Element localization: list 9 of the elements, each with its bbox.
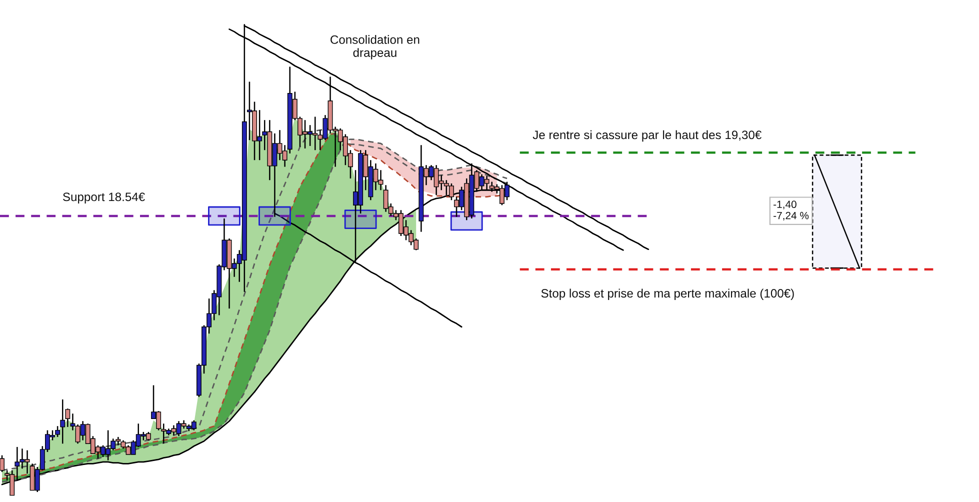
candlestick [0,454,4,473]
candlestick [55,425,60,438]
ref-line-label: Stop loss et prise de ma perte maximale (100€) [541,288,794,300]
candlestick [60,398,66,444]
annotation: Consolidation en drapeau [330,35,420,60]
text: -1,40 -7,24 % [774,200,809,220]
candlestick [65,408,70,428]
ref-line-label: Je rentre si cassure par le haut des 19,30€ [532,130,762,142]
ref-line-label: Support 18.54€ [63,192,145,204]
